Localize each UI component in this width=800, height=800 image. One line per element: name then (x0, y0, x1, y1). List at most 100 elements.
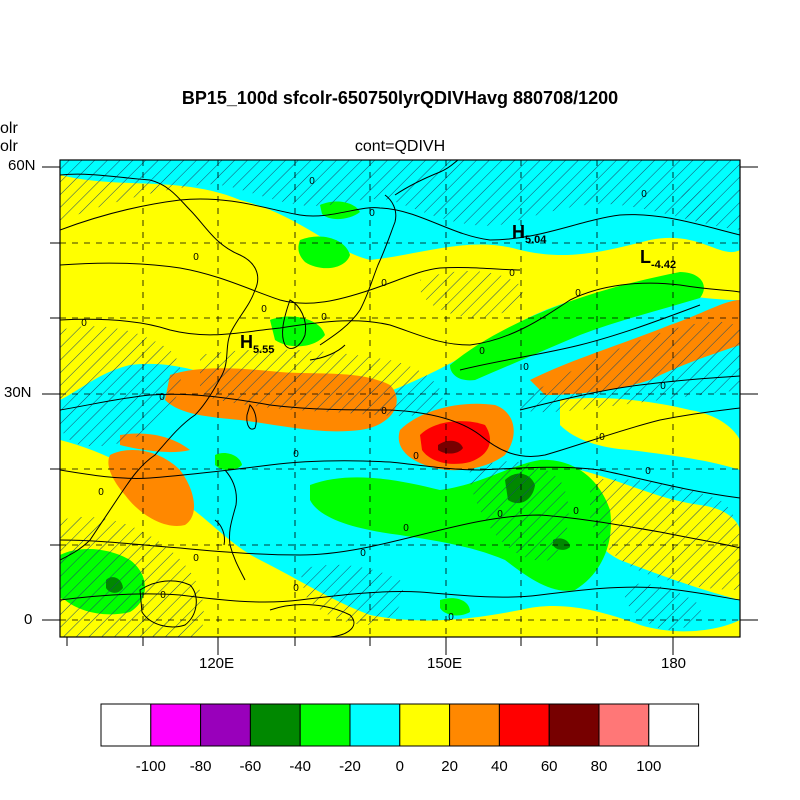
contour-zero-label: 0 (497, 509, 503, 520)
main-title: BP15_100d sfcolr-650750lyrQDIVHavg 88070… (181, 88, 619, 108)
contour-zero-label: 0 (160, 590, 166, 601)
colorbar-label: 60 (540, 758, 558, 775)
contour-line-1 (60, 198, 740, 241)
side-label-olr-2: olr (0, 138, 18, 155)
x-tick-label-180: 180 (661, 655, 687, 672)
contour-zero-label: 0 (645, 466, 651, 477)
coastline-new-guinea (269, 604, 355, 637)
contour-zero-label: 0 (599, 432, 605, 443)
field-green-small-south (215, 453, 242, 471)
contour-zero-label: 0 (479, 346, 485, 357)
contour-zero-label: 0 (448, 612, 454, 623)
extremum-h-west: H5.55 (240, 332, 274, 356)
field-yellow-south (60, 440, 740, 637)
extremum-h-north: H5.04 (512, 222, 547, 246)
contour-line-5 (60, 514, 740, 556)
x-tick-label-150e: 150E (427, 655, 463, 672)
colorbar-label: -60 (239, 758, 262, 775)
colorbar-label: 40 (491, 758, 508, 775)
contour-line-8 (459, 304, 701, 371)
side-label-olr-1: olr (0, 120, 18, 137)
gridlines (60, 160, 740, 637)
coastlines (60, 160, 459, 637)
coastline-japan (319, 194, 397, 346)
field-orange-low (120, 433, 190, 453)
contour-zero-label: 0 (81, 318, 87, 329)
coastline-korea (282, 299, 307, 349)
contour-zero-label: 0 (193, 252, 199, 263)
y-tick-label-30n: 30N (4, 384, 32, 401)
contour-zero-label: 0 (369, 208, 375, 219)
contour-lines (60, 198, 740, 603)
colorbar-box (299, 703, 351, 747)
coastline-philippines-2 (214, 519, 225, 546)
hatch-southcentral (300, 564, 404, 625)
extrema-labels: H5.04 L-4.42 H5.55 (240, 222, 676, 356)
contour-zero-label: 0 (193, 553, 199, 564)
contour-line-7 (60, 262, 521, 304)
contour-line-6 (60, 586, 740, 603)
colorbar-box (548, 703, 600, 747)
coastline-borneo (139, 580, 197, 628)
contour-zero-label: 0 (413, 451, 419, 462)
colorbar-box (648, 703, 700, 747)
hatch-tropics-east (469, 461, 569, 561)
hatch-north (60, 160, 740, 230)
contour-zero-label: 0 (293, 583, 299, 594)
colorbar-box (200, 703, 251, 747)
colorbar-label: 20 (441, 758, 458, 775)
contour-line-2 (60, 282, 740, 346)
contour-zero-label: 0 (98, 487, 104, 498)
coastline-philippines-1 (224, 469, 246, 581)
field-yellow-north (60, 175, 740, 400)
hatch-west (60, 326, 181, 447)
colorbar-box (399, 703, 451, 747)
contour-zero-label: 0 (309, 176, 315, 187)
coastline-japan-south (309, 344, 346, 361)
contour-zero-label: 0 (381, 406, 387, 417)
extremum-l-northeast: L-4.42 (640, 247, 676, 271)
contour-subtitle: cont=QDIVH (354, 138, 446, 155)
contour-zero-label: 0 (261, 304, 267, 315)
contour-zero-label: 0 (403, 523, 409, 534)
hatch-south (60, 516, 204, 637)
colorbar (100, 703, 700, 747)
field-green-small-southeast (440, 598, 470, 616)
hatch-northeast (680, 188, 718, 223)
colorbar-label: 100 (636, 758, 662, 775)
contour-zero-label: 0 (573, 506, 579, 517)
colorbar-label: 80 (590, 758, 608, 775)
colorbar-box (598, 703, 650, 747)
field-yellow-east (560, 398, 740, 470)
contour-line-3 (60, 393, 740, 457)
contour-zero-label: 0 (641, 189, 647, 200)
colorbar-label: -20 (339, 758, 361, 775)
colorbar-label: -100 (135, 758, 166, 775)
colorbar-box (100, 703, 152, 747)
coastline-kamchatka (394, 160, 459, 196)
contour-zero-label: 0 (159, 392, 165, 403)
contour-zero-label: 0 (660, 381, 666, 392)
colorbar-box (449, 703, 500, 747)
field-yellow-west (60, 230, 293, 307)
hatch-southeast (590, 478, 740, 590)
colorbar-box (349, 703, 401, 747)
colorbar-label: -80 (189, 758, 212, 775)
field-green-band-east (450, 272, 704, 381)
hatch-southeast-2 (625, 583, 701, 630)
coastline-taiwan (246, 404, 257, 430)
field-darkred-center (438, 440, 463, 454)
contour-zero-label: 0 (523, 362, 529, 373)
hatch-east-band (520, 321, 740, 413)
contour-zero-label: 0 (509, 268, 515, 279)
y-tick-label-60n: 60N (8, 157, 36, 174)
coastline-asia-mainland (60, 173, 259, 561)
x-tick-label-120e: 120E (199, 655, 235, 672)
colorbar-label: 0 (395, 758, 404, 775)
contour-zero-labels: 0 0 0 0 0 0 0 0 0 0 0 0 0 0 0 0 0 0 0 0 0 0 0 0 0 0 0 0 (81, 176, 666, 623)
contour-zero-label: 0 (381, 278, 387, 289)
colorbar-box (150, 703, 202, 747)
y-tick-label-0: 0 (24, 611, 33, 628)
